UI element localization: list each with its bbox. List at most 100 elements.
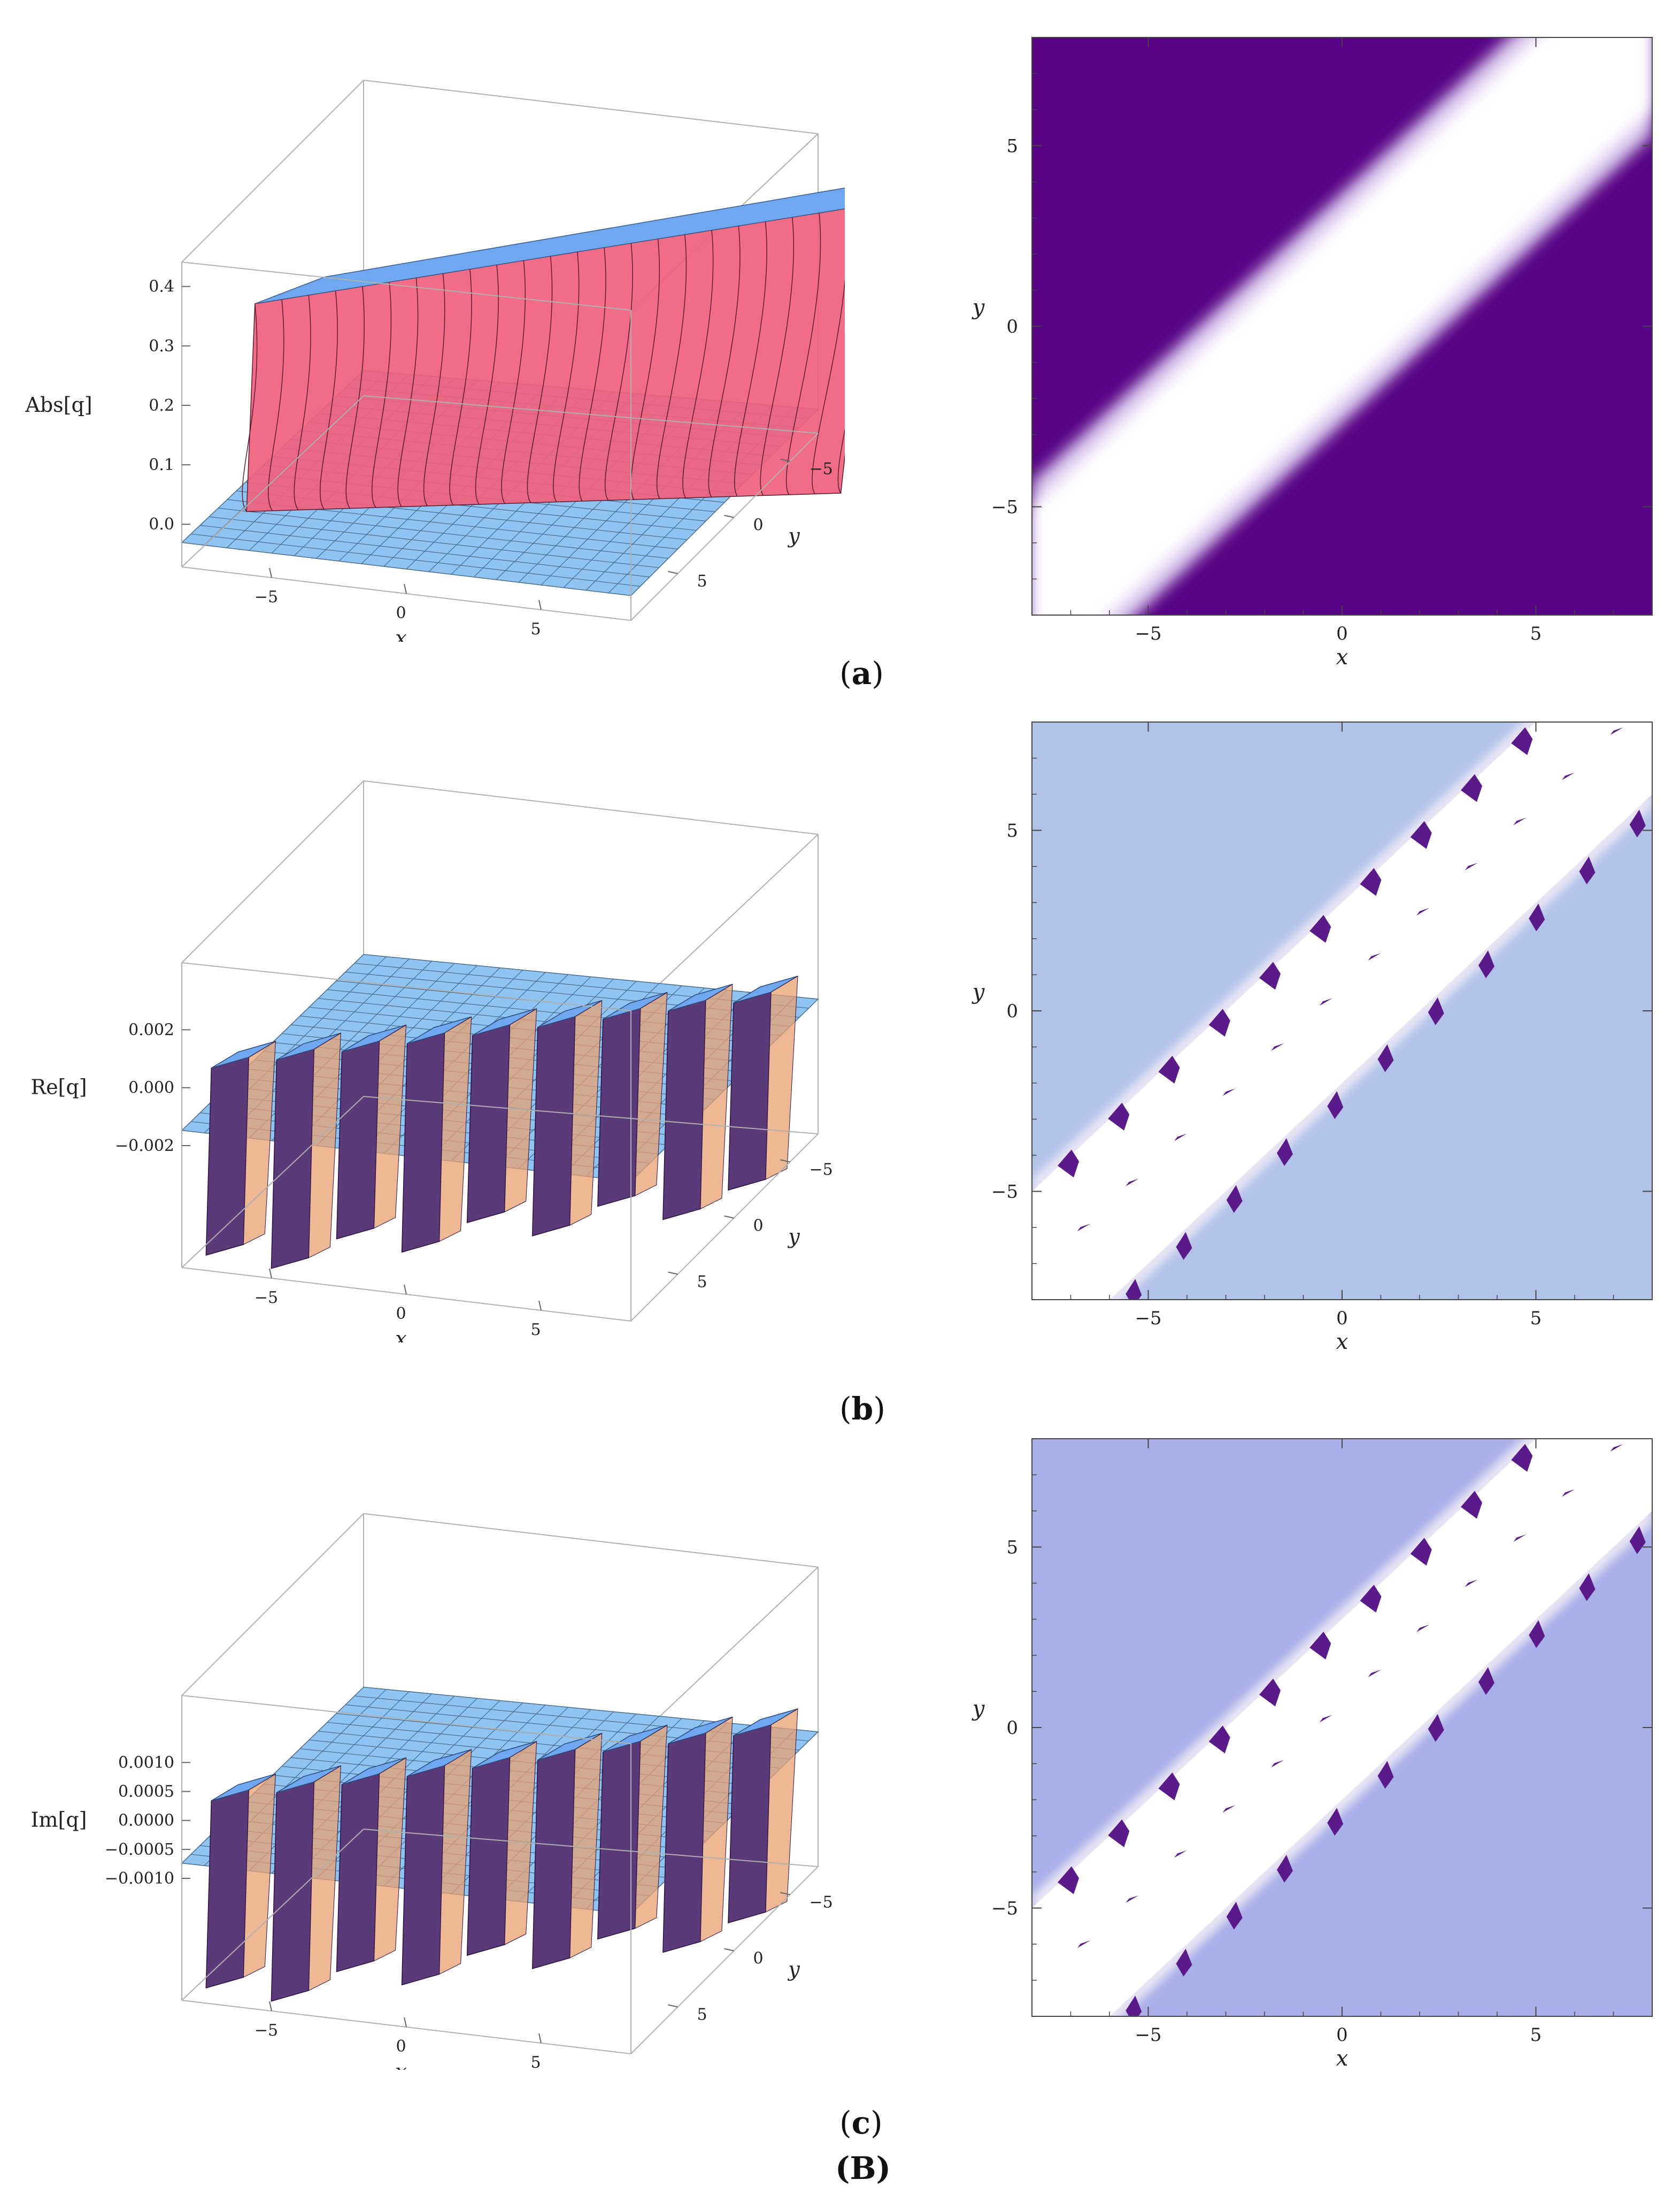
density-inner-mark: [1416, 1624, 1430, 1632]
slab-side: [243, 1773, 276, 1978]
y-axis-label: y: [972, 1697, 985, 1721]
box-edge: [363, 1096, 819, 1134]
ridge-contour: [397, 278, 419, 507]
x-tick: [538, 1300, 542, 1311]
slab-side: [635, 1724, 668, 1929]
y-tick: [724, 1948, 734, 1952]
slab-side: [700, 984, 733, 1210]
slab-side: [243, 1040, 276, 1245]
x-tick-label: 0: [1336, 623, 1348, 644]
slab-side: [308, 1032, 341, 1258]
density-edge-mark: [1309, 915, 1331, 943]
box-edge: [363, 780, 819, 835]
y-tick: [780, 1159, 790, 1163]
z-axis-label: Re[q]: [30, 1076, 87, 1099]
density-inner-mark: [1610, 727, 1623, 735]
ridge-contour: [319, 290, 338, 510]
density-edge-mark: [1377, 1044, 1394, 1072]
x-tick-label: 5: [1530, 1308, 1542, 1329]
density-edge-mark: [1377, 1761, 1394, 1789]
y-axis-label: y: [787, 1225, 800, 1248]
ridge-contour: [682, 230, 714, 498]
density-edge-mark: [1208, 1009, 1230, 1037]
box-edge: [181, 1096, 364, 1268]
box-edge: [363, 1829, 819, 1867]
slab-wall: [531, 1016, 576, 1237]
slab-wall: [271, 1781, 315, 2002]
box-edge: [630, 1866, 819, 2054]
row-label-a: (a): [839, 655, 884, 692]
density-edge-mark: [1158, 1772, 1180, 1800]
x-tick-label: 5: [1530, 2024, 1542, 2046]
density-inner-mark: [1222, 1088, 1236, 1096]
y-tick-label: 0: [1006, 1001, 1018, 1022]
density-edge-mark: [1511, 727, 1533, 755]
density-inner-mark: [1271, 1043, 1284, 1051]
density-edge-mark: [1428, 1714, 1444, 1742]
z-axis-label: Im[q]: [30, 1808, 87, 1832]
ridge-contour: [760, 217, 795, 496]
ridge-contour: [812, 278, 845, 494]
x-axis-label: x: [1336, 1330, 1348, 1354]
density-band: [1032, 1439, 1652, 2016]
x-axis-label: x: [395, 1327, 406, 1342]
density-edge-mark: [1058, 1866, 1079, 1894]
density-edge-mark: [1461, 1491, 1482, 1519]
density-field: [1032, 1439, 1652, 2016]
slab-wall: [597, 1740, 641, 1940]
density-band: [1032, 37, 1652, 615]
ridge-contour: [449, 269, 472, 505]
y-tick-label: −5: [810, 1161, 833, 1179]
floor-grid: [354, 963, 809, 1009]
slab-side: [504, 1741, 537, 1945]
x-tick-label: 5: [530, 2053, 541, 2070]
slab-side: [504, 1008, 537, 1212]
y-tick-label: 0: [753, 1217, 764, 1235]
ridge-contour: [267, 299, 284, 511]
z-tick-label: 0.2: [149, 396, 174, 415]
x-tick-label: 5: [1530, 623, 1542, 644]
ridge-contour: [371, 282, 392, 508]
density-plot-re: −5 −5 0 0 5 5 x y: [972, 721, 1653, 1354]
x-tick: [269, 2001, 272, 2012]
y-tick-label: −5: [991, 497, 1018, 518]
z-tick-label: 0.0010: [118, 1753, 174, 1772]
slab-wall: [662, 1732, 706, 1953]
x-tick: [404, 1284, 407, 1295]
x-tick-label: −5: [1135, 2024, 1161, 2046]
ridge-contour: [785, 213, 821, 495]
slab-wall: [466, 1024, 511, 1224]
z-tick-label: 0.000: [128, 1079, 174, 1097]
x-tick-label: −5: [255, 2021, 278, 2040]
x-tick-label: 5: [530, 620, 541, 639]
x-tick: [538, 600, 542, 610]
y-tick-label: 5: [697, 572, 707, 591]
density-field: [1032, 722, 1652, 1300]
z-tick-label: 0.0005: [118, 1783, 174, 1801]
y-axis-label: y: [787, 1958, 800, 1981]
slab-side: [308, 1765, 341, 1991]
slab-side: [373, 1757, 407, 1962]
density-inner-mark: [1319, 1715, 1332, 1723]
density-inner-mark: [1465, 863, 1478, 871]
y-axis-label: y: [972, 295, 985, 320]
box-edge: [181, 1695, 631, 1744]
row-label-c: (c): [839, 2105, 883, 2141]
slab-side: [765, 1708, 798, 1913]
y-tick-label: 0: [1006, 316, 1018, 337]
y-tick: [668, 2004, 678, 2008]
z-tick-label: 0.1: [149, 456, 174, 474]
density-edge-mark: [1176, 1948, 1192, 1977]
density-edge-mark: [1108, 1102, 1130, 1131]
density-edge-mark: [1478, 1667, 1494, 1695]
ridge-contour: [553, 251, 580, 502]
y-tick: [724, 1215, 734, 1219]
y-tick-label: 0: [753, 516, 764, 535]
ridge-contour: [475, 265, 499, 505]
z-tick-label: 0.002: [128, 1020, 174, 1039]
slab-side: [635, 992, 668, 1196]
slab-wall: [401, 1765, 445, 1986]
density-edge-mark: [1327, 1091, 1344, 1119]
slab-side: [569, 1732, 603, 1959]
y-axis-label: y: [787, 524, 800, 548]
